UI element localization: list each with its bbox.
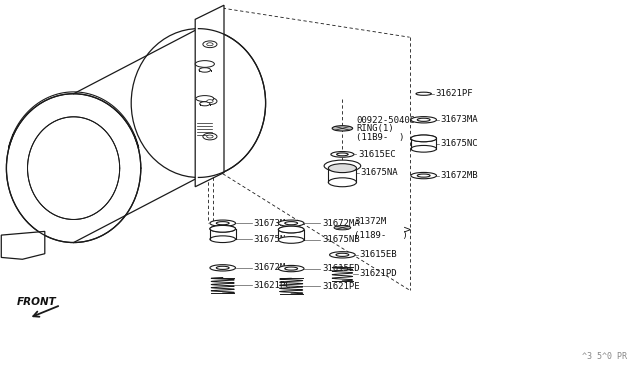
Text: ^3 5^0 PR: ^3 5^0 PR	[582, 352, 627, 361]
Text: >: >	[403, 224, 412, 234]
Ellipse shape	[216, 222, 229, 225]
Text: 31621PC: 31621PC	[253, 281, 291, 290]
Ellipse shape	[210, 225, 236, 232]
Text: 31615EC: 31615EC	[358, 150, 396, 159]
Ellipse shape	[331, 151, 354, 157]
Ellipse shape	[278, 266, 304, 272]
Ellipse shape	[199, 68, 211, 72]
Text: 31672M: 31672M	[253, 263, 285, 272]
Text: 31675NA: 31675NA	[360, 169, 398, 177]
Text: 31673MA: 31673MA	[440, 115, 478, 124]
Ellipse shape	[285, 267, 298, 270]
Ellipse shape	[216, 266, 229, 269]
Text: FRONT: FRONT	[17, 297, 56, 307]
Ellipse shape	[203, 133, 217, 140]
Text: 31621PF: 31621PF	[435, 89, 473, 98]
Text: 31615EB: 31615EB	[359, 250, 397, 259]
Ellipse shape	[336, 253, 349, 256]
Text: 31675N: 31675N	[253, 235, 285, 244]
Text: 31672MA: 31672MA	[322, 219, 360, 228]
Ellipse shape	[330, 251, 355, 258]
Ellipse shape	[411, 135, 436, 142]
Text: 31675NB: 31675NB	[322, 235, 360, 244]
Ellipse shape	[417, 118, 430, 121]
Ellipse shape	[210, 236, 236, 243]
Text: 00922-50400: 00922-50400	[356, 116, 415, 125]
Ellipse shape	[416, 92, 431, 95]
Ellipse shape	[203, 98, 217, 105]
Ellipse shape	[28, 117, 120, 219]
Text: 31675NC: 31675NC	[440, 139, 478, 148]
Ellipse shape	[411, 173, 436, 179]
Ellipse shape	[210, 265, 236, 271]
Text: 31672MB: 31672MB	[440, 171, 478, 180]
Ellipse shape	[411, 145, 436, 152]
Ellipse shape	[196, 96, 214, 102]
Ellipse shape	[324, 160, 361, 172]
Ellipse shape	[210, 225, 236, 232]
Ellipse shape	[411, 117, 436, 123]
Text: (1189-   ): (1189- )	[354, 231, 408, 240]
Ellipse shape	[207, 135, 213, 138]
Ellipse shape	[203, 41, 217, 48]
Ellipse shape	[278, 220, 304, 226]
Text: (11B9-  ): (11B9- )	[356, 133, 405, 142]
Text: 31372M: 31372M	[354, 217, 386, 226]
Polygon shape	[195, 5, 224, 187]
Ellipse shape	[332, 126, 353, 131]
Ellipse shape	[278, 226, 304, 233]
Ellipse shape	[131, 29, 266, 177]
Ellipse shape	[6, 94, 141, 243]
Ellipse shape	[278, 226, 304, 233]
Ellipse shape	[285, 222, 298, 225]
Text: RING(1): RING(1)	[356, 124, 394, 133]
Ellipse shape	[210, 220, 236, 226]
Text: 31621PE: 31621PE	[322, 282, 360, 291]
Ellipse shape	[417, 174, 430, 177]
Text: 31615ED: 31615ED	[322, 264, 360, 273]
Ellipse shape	[207, 100, 213, 103]
Text: 31621PD: 31621PD	[359, 269, 397, 278]
Ellipse shape	[411, 135, 436, 142]
Ellipse shape	[195, 61, 214, 67]
Ellipse shape	[328, 178, 356, 187]
Ellipse shape	[200, 102, 210, 106]
Ellipse shape	[334, 225, 351, 230]
Ellipse shape	[328, 164, 356, 173]
Polygon shape	[1, 231, 45, 259]
Ellipse shape	[207, 43, 213, 46]
Ellipse shape	[278, 237, 304, 243]
Text: 31673M: 31673M	[253, 219, 285, 228]
Ellipse shape	[337, 153, 348, 156]
